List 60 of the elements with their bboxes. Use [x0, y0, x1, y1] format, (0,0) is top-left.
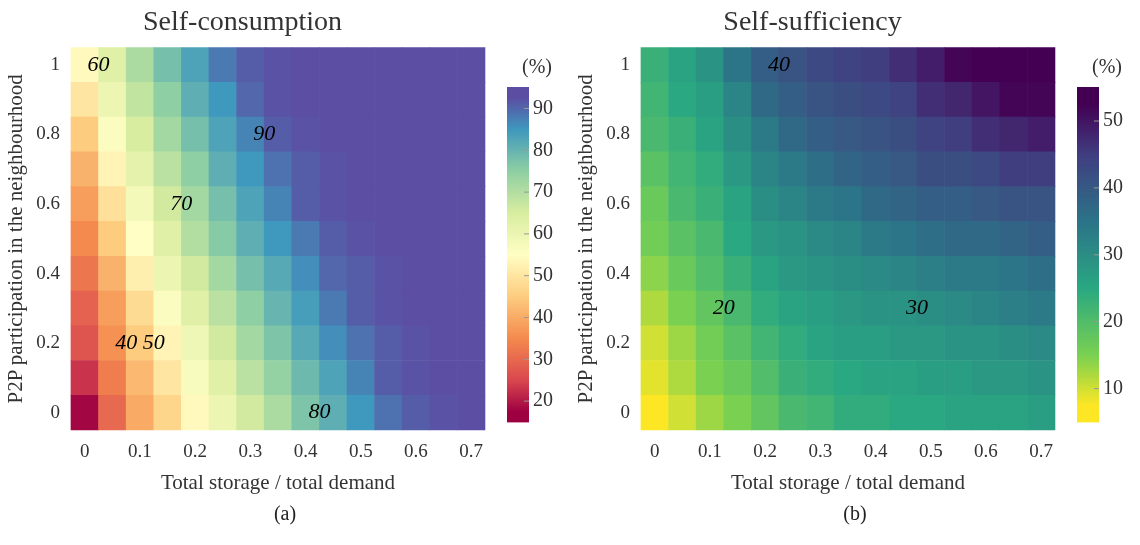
color-bar-label: 90 — [533, 95, 553, 118]
x-tick-label: 0.3 — [808, 440, 833, 462]
y-tick-label: 0.6 — [606, 192, 630, 214]
color-bar-title: (%) — [522, 54, 552, 78]
y-tick-label: 0.6 — [36, 192, 60, 214]
y-tick-label: 1 — [50, 52, 60, 74]
x-tick-label: 0.5 — [348, 440, 373, 462]
y-tick-label: 0.4 — [36, 261, 61, 283]
y-tick-label: 0.8 — [606, 122, 630, 144]
x-tick-label: 0.4 — [293, 440, 318, 462]
color-bar-label: 50 — [533, 262, 553, 285]
annotation: 40 — [115, 328, 138, 354]
annotation: 70 — [170, 189, 193, 215]
y-tick-label: 0.8 — [36, 122, 60, 144]
x-tick-label: 0.3 — [238, 440, 263, 462]
color-bar-label: 40 — [533, 304, 553, 327]
color-bar-label: 30 — [1103, 242, 1123, 265]
text: (a) — [273, 502, 297, 525]
annotation: 30 — [904, 294, 928, 320]
annotation: 60 — [87, 50, 110, 76]
x-tick-label: 0.6 — [974, 440, 998, 462]
x-tick-label: 0.6 — [404, 440, 428, 462]
x-tick-label: 0.2 — [753, 440, 778, 462]
color-bar-label: 80 — [533, 137, 553, 160]
x-tick-label: 0.7 — [1029, 440, 1054, 462]
chart-title: Self-sufficiency — [723, 5, 902, 37]
y-tick-label: 0.2 — [36, 331, 60, 353]
y-tick-label: 0.4 — [606, 261, 631, 283]
x-tick-label: 0.7 — [459, 440, 484, 462]
y-axis-title: P2P participation in the neighbourhood — [3, 73, 28, 404]
color-bar-label: 20 — [533, 388, 553, 411]
y-axis-title: P2P participation in the neighbourhood — [573, 73, 598, 404]
annotation: 20 — [712, 294, 735, 320]
x-tick-label: 0 — [650, 440, 660, 462]
y-tick-label: 1 — [620, 52, 630, 74]
annotation: 80 — [308, 398, 331, 424]
color-bar-label: 70 — [533, 179, 553, 202]
color-bar-title: (%) — [1092, 54, 1122, 78]
x-tick-label: 0.1 — [698, 440, 722, 462]
color-bar-label: 60 — [533, 221, 553, 244]
annotation: 50 — [142, 328, 165, 354]
x-tick-label: 0.4 — [863, 440, 888, 462]
color-bar-label: 40 — [1103, 175, 1123, 198]
x-axis-title: Total storage / total demand — [160, 469, 396, 494]
color-bar-label: 50 — [1103, 108, 1123, 131]
x-axis-title: Total storage / total demand — [730, 469, 966, 494]
x-tick-label: 0.1 — [128, 440, 152, 462]
color-bar-label: 10 — [1103, 375, 1123, 398]
x-tick-label: 0.2 — [183, 440, 208, 462]
x-tick-label: 0.5 — [918, 440, 943, 462]
x-tick-label: 0 — [80, 440, 90, 462]
y-tick-label: 0.2 — [606, 331, 630, 353]
y-tick-label: 0 — [50, 400, 60, 422]
y-tick-label: 0 — [620, 400, 630, 422]
chart-title: Self-consumption — [142, 5, 343, 37]
color-bar-label: 20 — [1103, 308, 1123, 331]
color-bar-label: 30 — [533, 346, 553, 369]
text: (b) — [843, 502, 867, 525]
annotation: 90 — [253, 120, 276, 146]
annotation: 40 — [767, 50, 790, 76]
